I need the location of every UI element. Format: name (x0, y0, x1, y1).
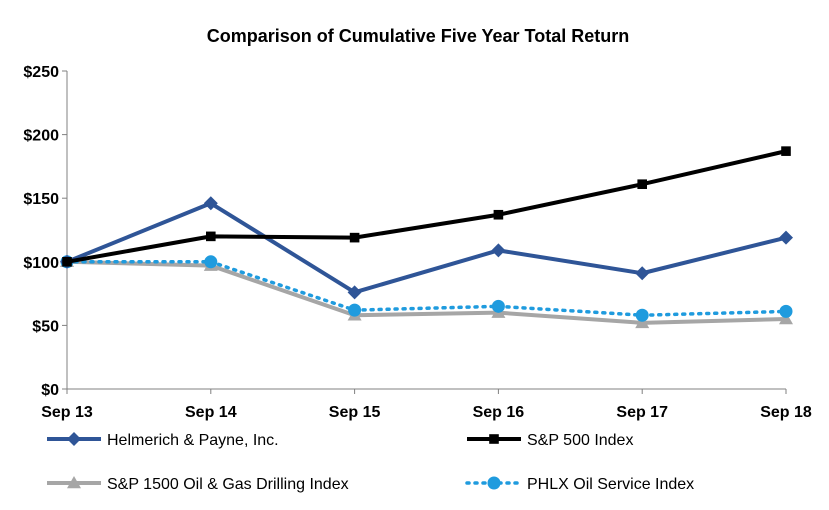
legend-label: S&P 500 Index (527, 432, 633, 449)
legend-label: Helmerich & Payne, Inc. (107, 432, 279, 449)
x-tick-labels: Sep 13 Sep 14 Sep 15 Sep 16 Sep 17 Sep 18 (41, 404, 812, 421)
x-tick-label: Sep 18 (760, 404, 812, 421)
chart-title: Comparison of Cumulative Five Year Total… (207, 26, 629, 46)
legend-marker (67, 476, 81, 489)
legend-marker (67, 432, 81, 446)
data-point (347, 285, 362, 300)
data-point (493, 209, 504, 220)
y-tick-label: $200 (23, 128, 59, 145)
x-tick-label: Sep 13 (41, 404, 93, 421)
data-point (779, 230, 793, 245)
data-point (779, 304, 793, 318)
legend-marker (487, 476, 501, 490)
legend-item: PHLX Oil Service Index (465, 476, 694, 493)
y-tick-label: $100 (23, 255, 59, 272)
data-point (635, 315, 650, 329)
data-point (203, 196, 218, 211)
x-tick-label: Sep 14 (185, 404, 237, 421)
series-2 (60, 254, 793, 329)
legend-label: PHLX Oil Service Index (527, 476, 694, 493)
x-tick-label: Sep 16 (473, 404, 525, 421)
x-tick-label: Sep 17 (616, 404, 668, 421)
legend: Helmerich & Payne, Inc. S&P 500 Index S&P … (47, 432, 694, 493)
series-0 (60, 196, 793, 300)
y-tick-labels: $0 $50 $100 $150 $200 $250 (23, 64, 59, 399)
series-line (66, 149, 787, 264)
legend-item: Helmerich & Payne, Inc. (47, 432, 279, 449)
y-tick-label: $150 (23, 191, 59, 208)
series-line (65, 260, 788, 317)
series-layer (60, 146, 793, 329)
data-point (348, 303, 362, 317)
y-tick-label: $250 (23, 64, 59, 81)
data-point (779, 312, 793, 325)
y-tick-label: $0 (41, 382, 59, 399)
data-point (491, 243, 506, 258)
axes (62, 70, 787, 394)
data-point (637, 179, 647, 190)
series-1 (62, 146, 791, 267)
data-point (204, 255, 218, 269)
data-point (62, 257, 72, 267)
data-point (206, 231, 216, 242)
x-tick-label: Sep 15 (329, 404, 381, 421)
legend-item: S&P 1500 Oil & Gas Drilling Index (47, 476, 349, 493)
data-point (635, 266, 650, 281)
series-line (66, 201, 787, 295)
legend-item: S&P 500 Index (467, 432, 633, 449)
legend-marker (489, 434, 499, 444)
data-point (491, 299, 505, 313)
data-point (635, 308, 649, 322)
data-point (781, 146, 791, 156)
y-tick-label: $50 (32, 318, 59, 335)
series-line (66, 259, 787, 325)
legend-label: S&P 1500 Oil & Gas Drilling Index (107, 476, 349, 493)
data-point (349, 232, 360, 243)
